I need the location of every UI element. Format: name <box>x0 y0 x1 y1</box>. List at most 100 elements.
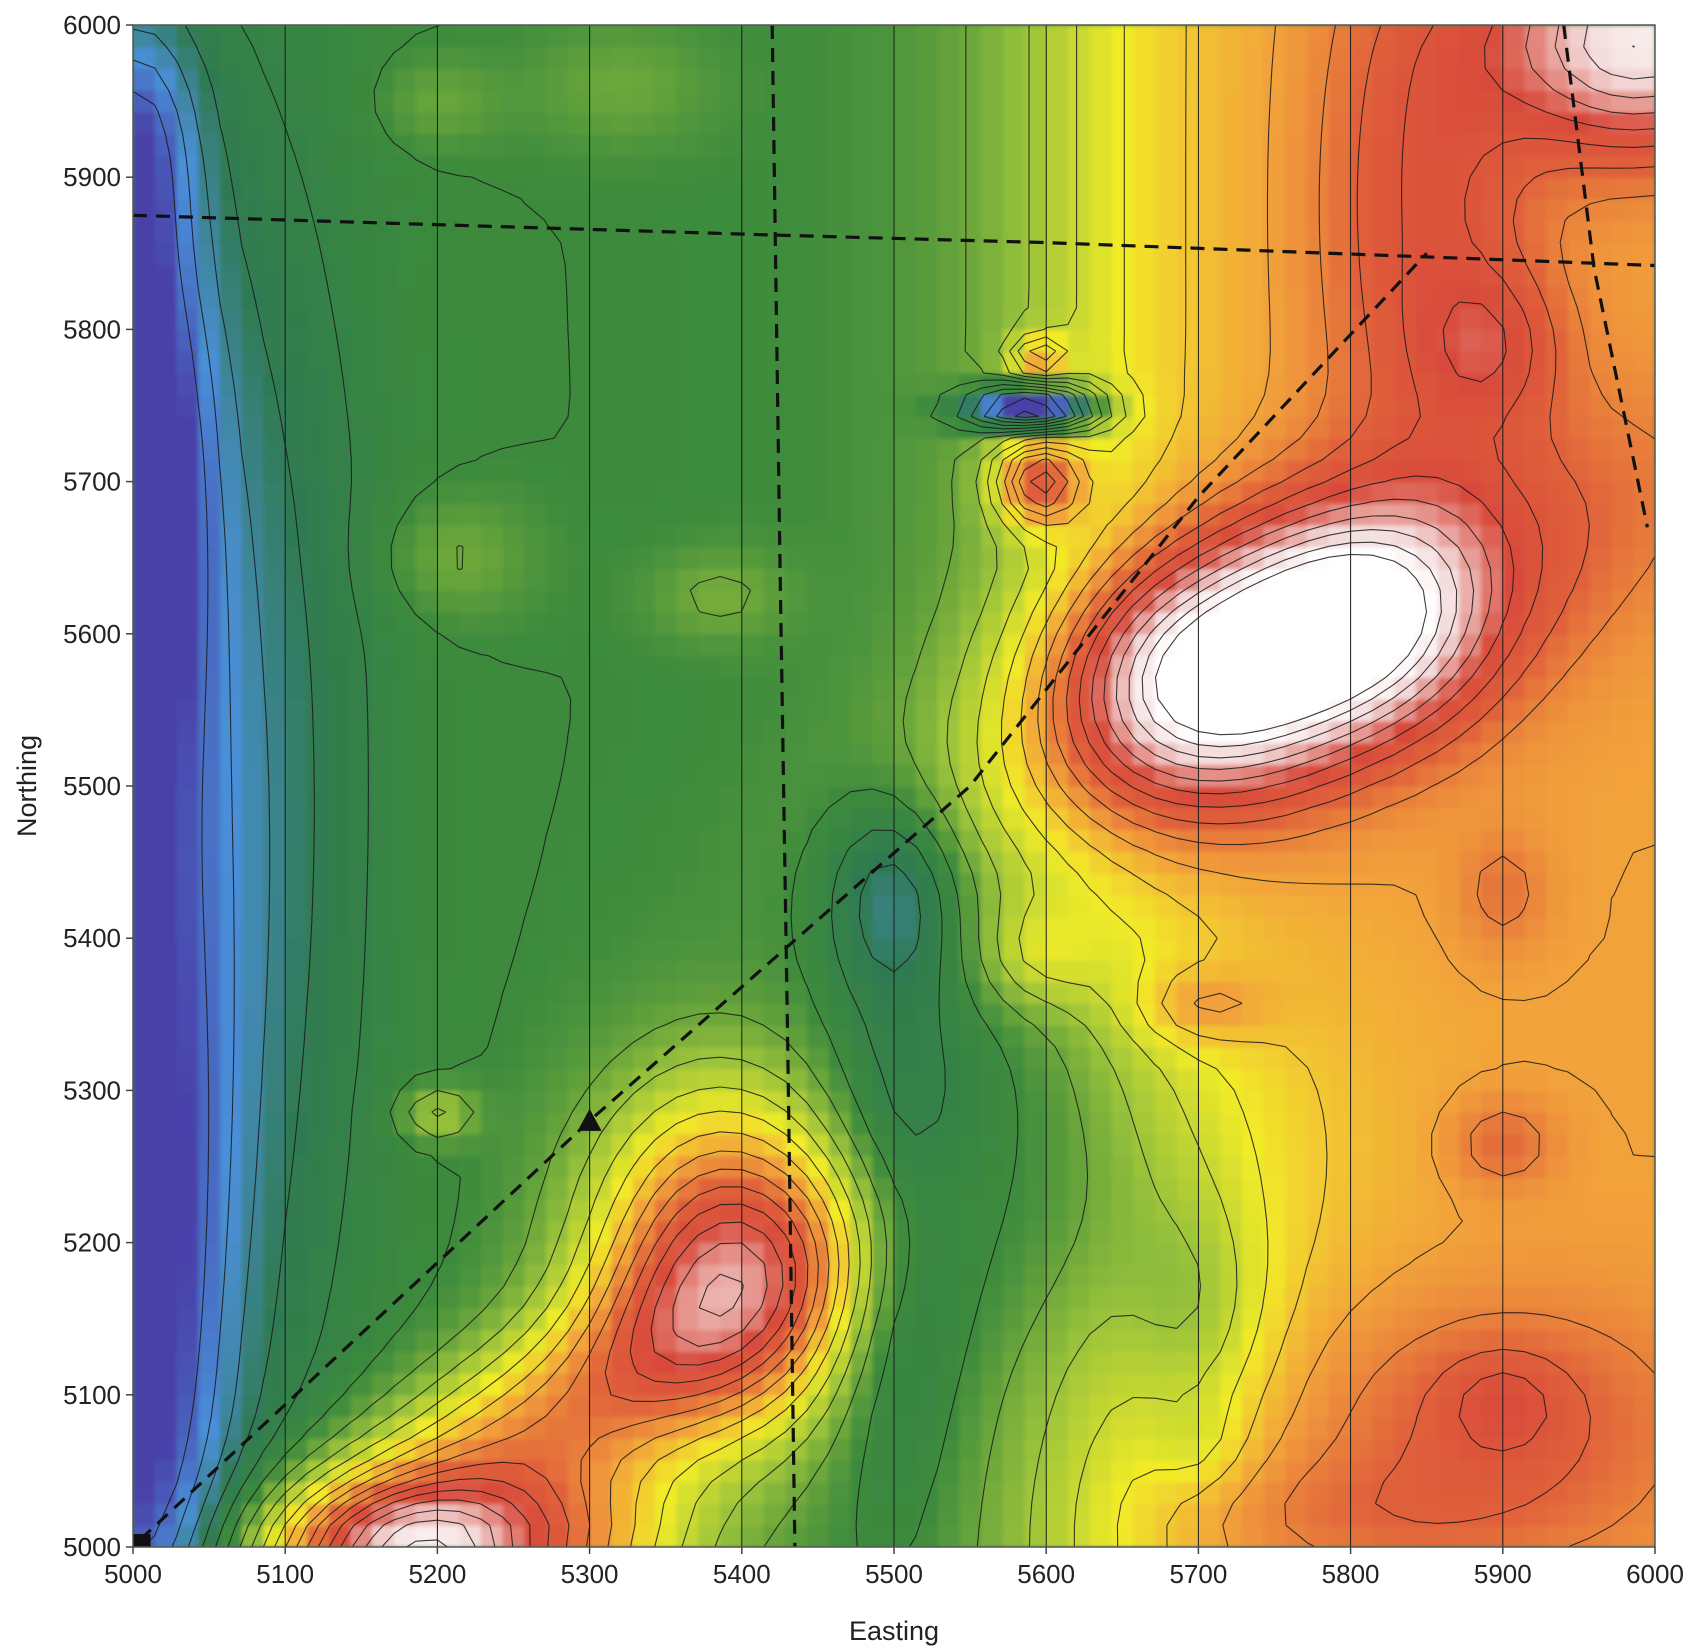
heatmap-cell <box>872 720 895 744</box>
heatmap-cell <box>546 786 569 809</box>
heatmap-cell <box>1111 177 1134 200</box>
heatmap-cell <box>959 329 982 352</box>
heatmap-cell <box>306 1155 330 1178</box>
heatmap-cell <box>1437 1525 1460 1547</box>
heatmap-cell <box>1002 938 1026 961</box>
heatmap-cell <box>1546 1003 1569 1026</box>
heatmap-cell <box>741 1003 765 1026</box>
heatmap-cell <box>894 438 917 461</box>
heatmap-cell <box>1067 503 1091 526</box>
heatmap-cell <box>1372 1503 1395 1526</box>
heatmap-cell <box>785 525 808 548</box>
heatmap-cell <box>676 1394 699 1418</box>
heatmap-cell <box>1394 1177 1417 1200</box>
heatmap-cell <box>894 351 917 374</box>
heatmap-cell <box>1046 198 1069 222</box>
heatmap-cell <box>1437 938 1460 961</box>
heatmap-cell <box>1481 959 1504 983</box>
heatmap-cell <box>1263 786 1286 809</box>
heatmap-cell <box>676 307 699 330</box>
heatmap-cell <box>1154 307 1178 330</box>
heatmap-cell <box>894 111 917 135</box>
heatmap-cell <box>1198 633 1221 657</box>
heatmap-cell <box>372 786 395 809</box>
heatmap-cell <box>546 1373 569 1396</box>
heatmap-cell <box>546 699 569 722</box>
heatmap-cell <box>1089 1481 1113 1505</box>
heatmap-cell <box>285 503 308 526</box>
heatmap-cell <box>328 655 352 678</box>
heatmap-cell <box>1285 1068 1308 1091</box>
heatmap-cell <box>176 525 199 548</box>
heatmap-cell <box>741 807 765 831</box>
heatmap-cell <box>459 90 482 113</box>
heatmap-cell <box>415 872 438 896</box>
heatmap-cell <box>959 264 982 287</box>
heatmap-cell <box>1285 459 1308 483</box>
heatmap-cell <box>546 851 569 874</box>
heatmap-cell <box>1546 264 1569 287</box>
heatmap-cell <box>328 851 352 874</box>
heatmap-cell <box>937 1460 960 1483</box>
heatmap-cell <box>1481 655 1504 678</box>
heatmap-cell <box>1394 1046 1417 1070</box>
heatmap-cell <box>633 438 656 461</box>
heatmap-cell <box>1089 133 1113 157</box>
heatmap-cell <box>1067 1068 1091 1091</box>
heatmap-cell <box>807 786 830 809</box>
heatmap-cell <box>915 916 939 939</box>
heatmap-cell <box>1154 394 1178 417</box>
heatmap-cell <box>306 894 330 918</box>
heatmap-cell <box>350 720 373 744</box>
heatmap-cell <box>241 1025 265 1048</box>
heatmap-cell <box>611 894 634 918</box>
heatmap-cell <box>980 133 1004 157</box>
heatmap-cell <box>1176 351 1199 374</box>
heatmap-cell <box>502 786 525 809</box>
heatmap-cell <box>654 699 678 722</box>
heatmap-cell <box>133 764 156 787</box>
heatmap-cell <box>698 111 721 135</box>
heatmap-cell <box>937 1112 960 1135</box>
heatmap-cell <box>1220 1286 1243 1309</box>
heatmap-cell <box>1524 1416 1547 1439</box>
heatmap-cell <box>372 46 395 70</box>
heatmap-cell <box>1633 155 1655 178</box>
heatmap-cell <box>1307 1503 1330 1526</box>
heatmap-cell <box>1372 155 1395 178</box>
heatmap-cell <box>1133 198 1156 222</box>
heatmap-cell <box>350 699 373 722</box>
heatmap-cell <box>741 829 765 852</box>
heatmap-cell <box>524 1133 547 1157</box>
heatmap-cell <box>198 372 221 396</box>
heatmap-cell <box>1133 1220 1156 1244</box>
heatmap-cell <box>807 1242 830 1265</box>
heatmap-cell <box>915 655 939 678</box>
heatmap-cell <box>1394 764 1417 787</box>
heatmap-cell <box>1350 764 1373 787</box>
heatmap-cell <box>480 786 504 809</box>
heatmap-cell <box>1502 90 1526 113</box>
heatmap-cell <box>720 959 743 983</box>
heatmap-cell <box>807 394 830 417</box>
heatmap-cell <box>546 1307 569 1331</box>
heatmap-cell <box>198 1481 221 1505</box>
heatmap-cell <box>654 742 678 765</box>
heatmap-cell <box>219 177 243 200</box>
heatmap-cell <box>1089 351 1113 374</box>
heatmap-cell <box>1502 133 1526 157</box>
heatmap-cell <box>1611 699 1634 722</box>
heatmap-cell <box>1589 1525 1613 1547</box>
heatmap-cell <box>1459 1264 1482 1287</box>
heatmap-cell <box>1611 1264 1634 1287</box>
heatmap-cell <box>872 1438 895 1461</box>
heatmap-cell <box>980 1481 1004 1505</box>
heatmap-cell <box>1263 438 1286 461</box>
heatmap-cell <box>133 742 156 765</box>
heatmap-cell <box>1546 851 1569 874</box>
heatmap-cell <box>1372 177 1395 200</box>
heatmap-cell <box>1394 916 1417 939</box>
heatmap-cell <box>1481 285 1504 309</box>
heatmap-cell <box>328 220 352 244</box>
heatmap-cell <box>1046 981 1069 1005</box>
